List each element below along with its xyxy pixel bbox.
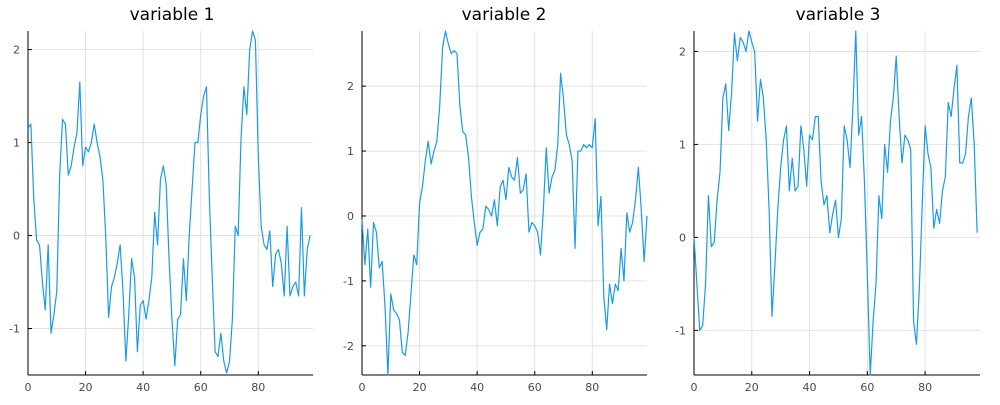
y-tick-label: -2 [343, 340, 354, 353]
y-tick-label: 1 [679, 138, 686, 151]
y-tick-label: 1 [347, 145, 354, 158]
x-tick-label: 60 [528, 381, 542, 394]
y-tick-label: 1 [13, 137, 20, 150]
x-tick-label: 60 [860, 381, 874, 394]
series-line [361, 30, 648, 376]
y-tick-label: 2 [679, 45, 686, 58]
subplot-2: 0 20 40 60 80 -2 -1 0 1 2 variable 2 [343, 5, 648, 394]
series-line [27, 30, 311, 374]
x-tick-label: 40 [136, 381, 150, 394]
y-tick-label: 0 [679, 231, 686, 244]
x-tick-label: 0 [25, 381, 32, 394]
x-tick-label: 80 [918, 381, 932, 394]
y-tick-label: 0 [13, 230, 20, 243]
subplot-1: 0 20 40 60 80 -1 0 1 2 variable 1 [9, 5, 313, 394]
subplot-title: variable 3 [796, 5, 881, 25]
y-tick-label: 2 [347, 80, 354, 93]
x-tick-label: 60 [194, 381, 208, 394]
subplot-title: variable 2 [462, 5, 547, 25]
x-tick-label: 80 [251, 381, 265, 394]
x-tick-label: 40 [803, 381, 817, 394]
y-tick-label: -1 [9, 323, 20, 336]
y-tick-label: -1 [343, 275, 354, 288]
x-tick-label: 0 [359, 381, 366, 394]
y-tick-label: 2 [13, 44, 20, 57]
subplot-3: 0 20 40 60 80 -1 0 1 2 variable 3 [675, 5, 980, 394]
y-tick-label: -1 [675, 324, 686, 337]
x-tick-label: 40 [470, 381, 484, 394]
x-tick-label: 20 [413, 381, 427, 394]
x-tick-label: 80 [585, 381, 599, 394]
y-tick-label: 0 [347, 210, 354, 223]
x-tick-label: 20 [745, 381, 759, 394]
x-tick-label: 20 [79, 381, 93, 394]
x-tick-label: 0 [691, 381, 698, 394]
subplot-title: variable 1 [130, 5, 215, 25]
series-line [693, 30, 978, 376]
